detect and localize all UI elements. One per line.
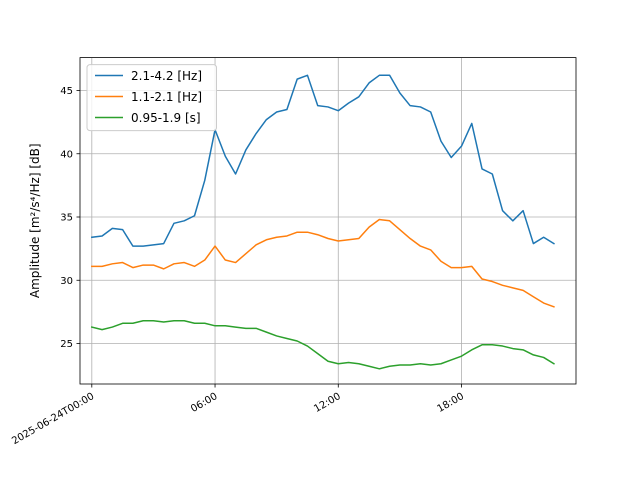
y-tick-label: 40 [60,149,73,160]
y-tick-label: 35 [60,213,73,224]
y-axis-label: Amplitude [m²/s⁴/Hz] [dB] [28,143,42,298]
series-line-1 [91,218,555,308]
series-lines [90,74,555,370]
series-line-2 [90,319,555,370]
grid-lines [80,57,576,384]
plot-frame [79,57,577,385]
y-tick-label: 30 [60,276,73,287]
legend-label: 2.1-4.2 [Hz] [131,69,202,83]
y-tick-label: 45 [60,86,73,97]
legend-label: 0.95-1.9 [s] [131,111,201,125]
legend-label: 1.1-2.1 [Hz] [131,90,202,104]
legend: 2.1-4.2 [Hz] 1.1-2.1 [Hz] 0.95-1.9 [s] [86,64,217,132]
y-axis: 25 30 35 40 45 [60,86,80,350]
series-line-0 [90,74,555,247]
y-tick-label: 25 [60,339,73,350]
legend-box [86,64,217,132]
